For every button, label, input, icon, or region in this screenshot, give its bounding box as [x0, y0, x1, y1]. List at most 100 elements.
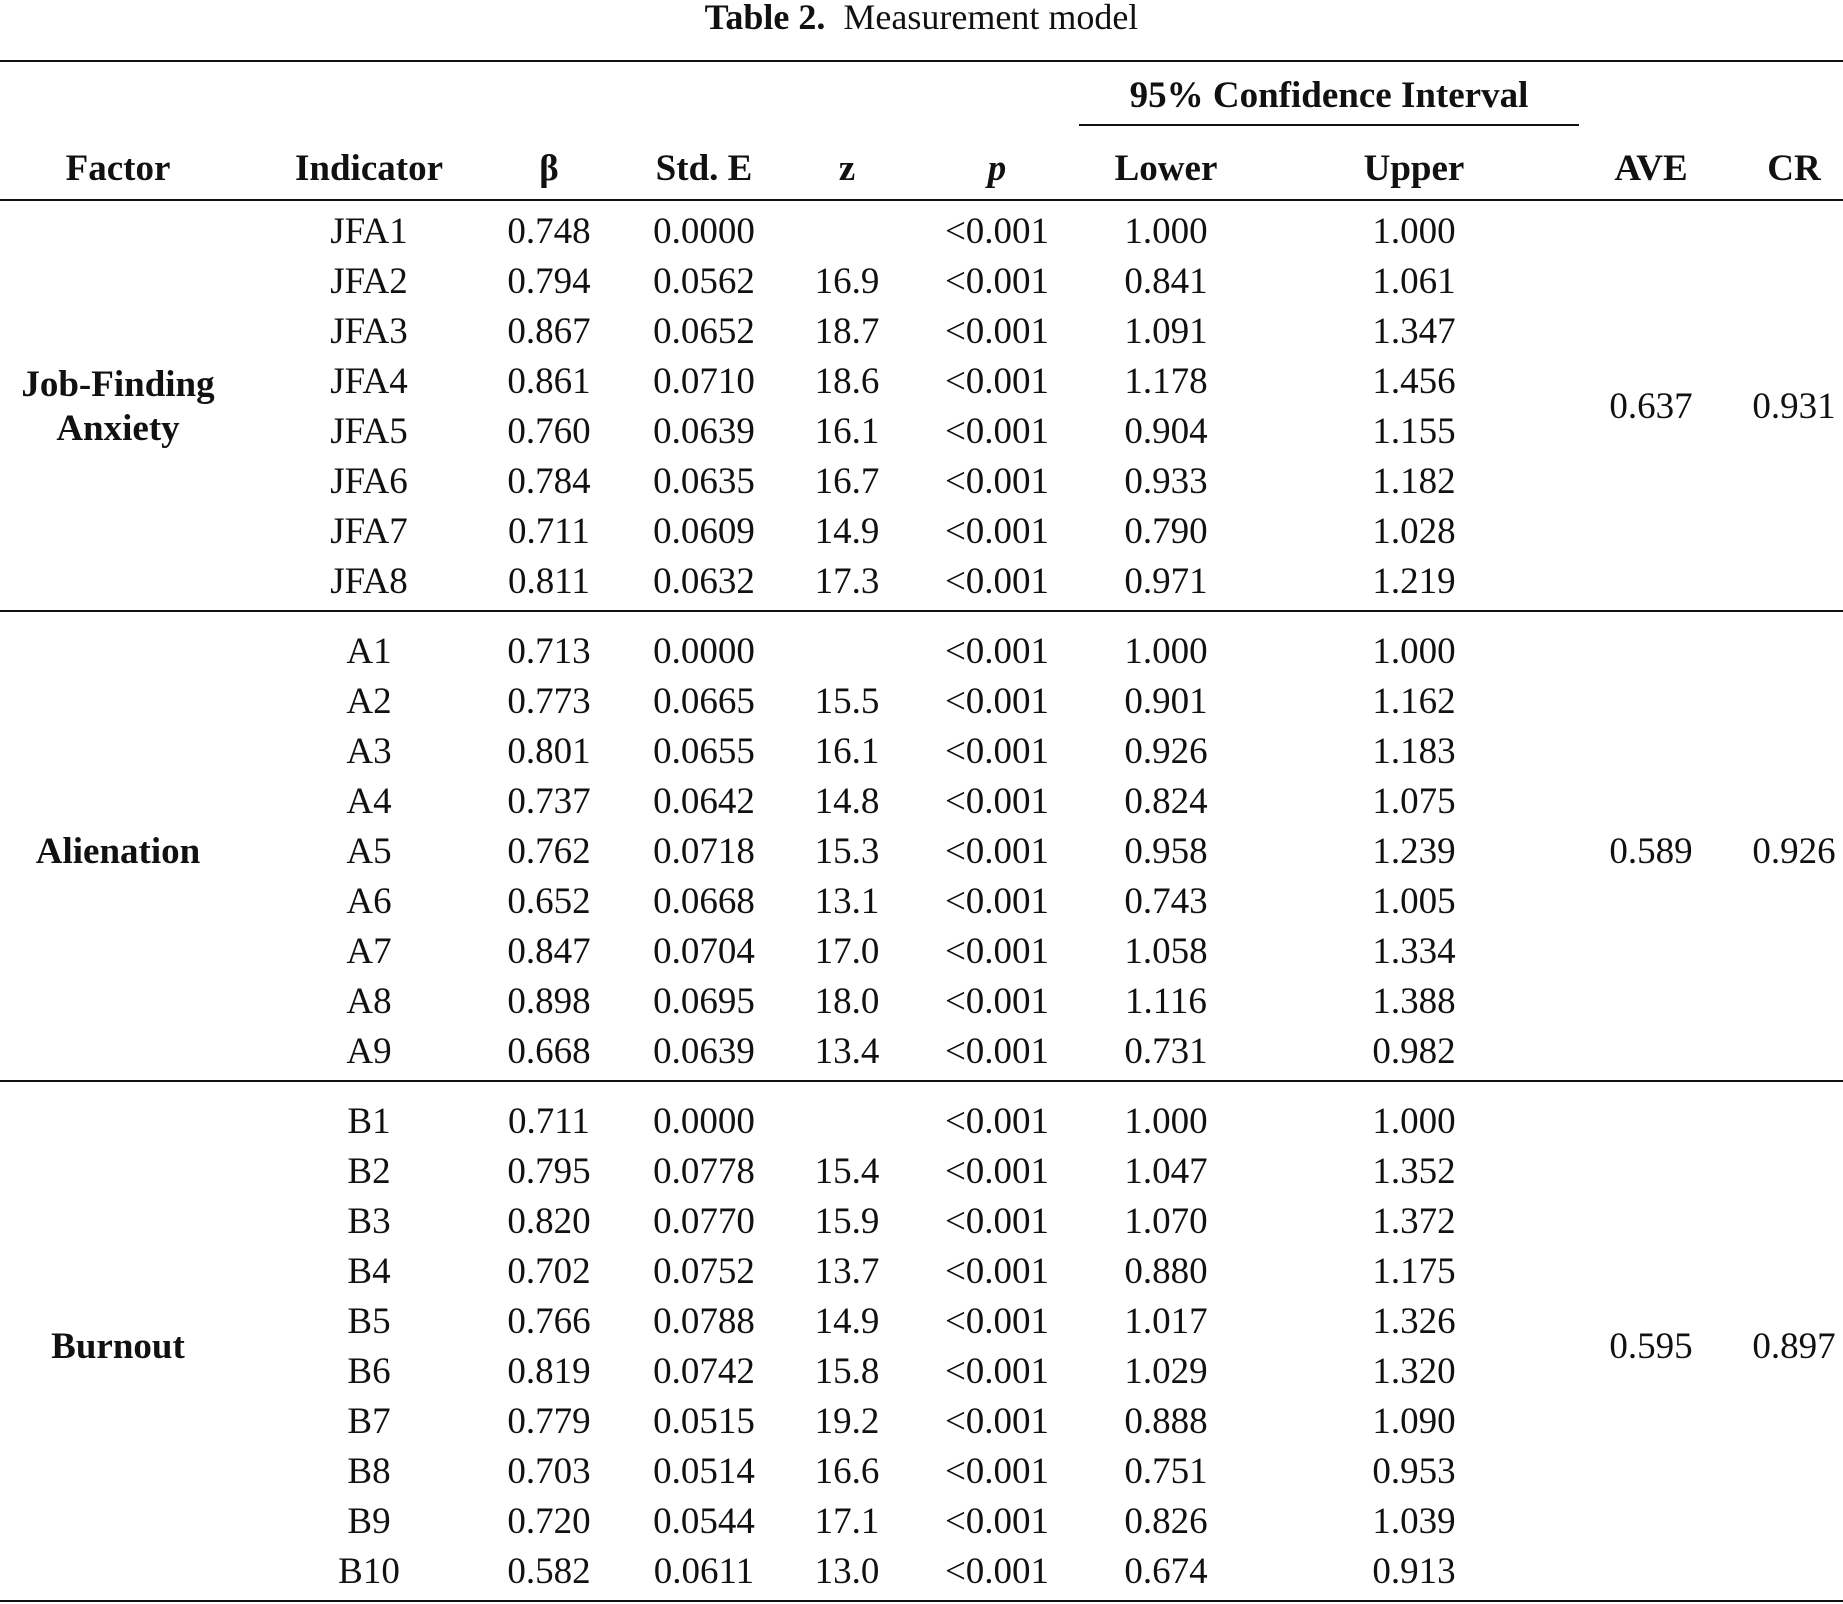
std-e-cell: 0.0000	[653, 211, 755, 252]
lower-cell: 1.047	[1124, 1151, 1208, 1192]
indicator-cell: A7	[346, 931, 392, 972]
beta-cell: 0.720	[507, 1501, 591, 1542]
p-cell: <0.001	[944, 931, 1050, 972]
p-cell: <0.001	[944, 461, 1050, 502]
p-cell: <0.001	[944, 1151, 1050, 1192]
beta-cell: 0.795	[507, 1151, 591, 1192]
caption: Table 2. Measurement model	[0, 0, 1843, 39]
beta-cell: 0.702	[507, 1251, 591, 1292]
z-cell: 15.5	[814, 681, 880, 722]
z-cell: 16.1	[814, 411, 880, 452]
z-cell: 13.1	[814, 881, 880, 922]
beta-cell: 0.784	[507, 461, 591, 502]
upper-cell: 1.182	[1372, 461, 1456, 502]
std-e-cell: 0.0632	[653, 561, 755, 602]
upper-cell: 1.352	[1372, 1151, 1456, 1192]
indicator-cell: B5	[347, 1301, 391, 1342]
upper-cell: 1.000	[1372, 211, 1456, 252]
indicator-cell: B9	[347, 1501, 391, 1542]
upper-cell: 0.913	[1372, 1551, 1456, 1592]
beta-cell: 0.652	[507, 881, 591, 922]
indicator-cell: A2	[346, 681, 392, 722]
column-header: p	[987, 148, 1007, 189]
p-cell: <0.001	[944, 631, 1050, 672]
lower-cell: 0.888	[1124, 1401, 1208, 1442]
indicator-cell: A1	[346, 631, 392, 672]
indicator-cell: B1	[347, 1101, 391, 1142]
column-header: Lower	[1114, 148, 1218, 189]
p-cell: <0.001	[944, 1301, 1050, 1342]
beta-cell: 0.820	[507, 1201, 591, 1242]
z-cell: 19.2	[814, 1401, 880, 1442]
z-cell: 14.9	[814, 1301, 880, 1342]
beta-cell: 0.711	[508, 511, 590, 552]
p-cell: <0.001	[944, 1201, 1050, 1242]
std-e-cell: 0.0642	[653, 781, 755, 822]
p-cell: <0.001	[944, 981, 1050, 1022]
group-rule	[0, 1600, 1843, 1602]
p-cell: <0.001	[944, 1351, 1050, 1392]
lower-cell: 1.178	[1124, 361, 1208, 402]
beta-cell: 0.668	[507, 1031, 591, 1072]
cr-cell: 0.926	[1752, 831, 1836, 872]
z-cell: 17.1	[814, 1501, 880, 1542]
beta-cell: 0.794	[507, 261, 591, 302]
lower-cell: 0.971	[1124, 561, 1208, 602]
std-e-cell: 0.0778	[653, 1151, 755, 1192]
upper-cell: 1.456	[1372, 361, 1456, 402]
beta-cell: 0.711	[508, 1101, 590, 1142]
std-e-cell: 0.0655	[653, 731, 755, 772]
std-e-cell: 0.0639	[653, 1031, 755, 1072]
indicator-cell: B2	[347, 1151, 391, 1192]
column-header: Std. E	[655, 148, 753, 189]
column-header: CR	[1767, 148, 1821, 189]
caption-label: Table 2.	[704, 0, 826, 37]
beta-cell: 0.861	[507, 361, 591, 402]
indicator-cell: B10	[338, 1551, 400, 1592]
beta-cell: 0.703	[507, 1451, 591, 1492]
z-cell: 13.4	[814, 1031, 880, 1072]
beta-cell: 0.847	[507, 931, 591, 972]
p-cell: <0.001	[944, 731, 1050, 772]
indicator-cell: A4	[346, 781, 392, 822]
lower-cell: 0.933	[1124, 461, 1208, 502]
p-cell: <0.001	[944, 1501, 1050, 1542]
lower-cell: 1.000	[1124, 1101, 1208, 1142]
upper-cell: 1.326	[1372, 1301, 1456, 1342]
upper-cell: 1.175	[1372, 1251, 1456, 1292]
std-e-cell: 0.0742	[653, 1351, 755, 1392]
std-e-cell: 0.0718	[653, 831, 755, 872]
beta-cell: 0.898	[507, 981, 591, 1022]
lower-cell: 1.116	[1125, 981, 1207, 1022]
ave-cell: 0.637	[1609, 386, 1693, 427]
std-e-cell: 0.0000	[653, 1101, 755, 1142]
p-cell: <0.001	[944, 781, 1050, 822]
cr-cell: 0.931	[1752, 386, 1836, 427]
lower-cell: 0.904	[1124, 411, 1208, 452]
indicator-cell: JFA1	[330, 211, 408, 252]
beta-cell: 0.801	[507, 731, 591, 772]
indicator-cell: B8	[347, 1451, 391, 1492]
std-e-cell: 0.0652	[653, 311, 755, 352]
p-cell: <0.001	[944, 1251, 1050, 1292]
z-cell: 15.3	[814, 831, 880, 872]
beta-cell: 0.737	[507, 781, 591, 822]
z-cell: 17.3	[814, 561, 880, 602]
indicator-cell: B6	[347, 1351, 391, 1392]
factor-cell: Job-Finding Anxiety	[21, 364, 215, 449]
indicator-cell: A8	[346, 981, 392, 1022]
z-cell: 15.9	[814, 1201, 880, 1242]
upper-cell: 1.388	[1372, 981, 1456, 1022]
upper-cell: 1.075	[1372, 781, 1456, 822]
beta-cell: 0.811	[508, 561, 590, 602]
lower-cell: 0.731	[1124, 1031, 1208, 1072]
p-cell: <0.001	[944, 411, 1050, 452]
lower-cell: 1.058	[1124, 931, 1208, 972]
indicator-cell: A5	[346, 831, 392, 872]
p-cell: <0.001	[944, 1101, 1050, 1142]
factor-cell: Alienation	[35, 831, 201, 872]
indicator-cell: B3	[347, 1201, 391, 1242]
std-e-cell: 0.0000	[653, 631, 755, 672]
cr-cell: 0.897	[1752, 1326, 1836, 1367]
z-cell: 13.7	[814, 1251, 880, 1292]
